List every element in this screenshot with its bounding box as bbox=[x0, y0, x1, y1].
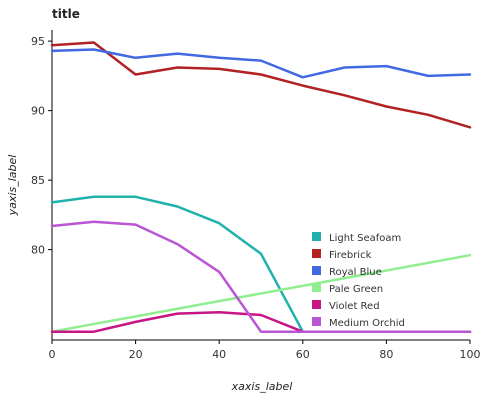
series-line-violet-red bbox=[50, 310, 472, 333]
x-tick-label: 100 bbox=[460, 348, 481, 361]
legend-swatch-violet-red bbox=[312, 300, 321, 309]
legend-label-pale-green: Pale Green bbox=[329, 284, 383, 295]
series-line-pale-green bbox=[50, 253, 472, 333]
x-tick-label: 20 bbox=[129, 348, 143, 361]
legend-label-violet-red: Violet Red bbox=[329, 301, 380, 312]
legend: Light Seafoam Firebrick Royal Blue Pale Gre… bbox=[312, 232, 405, 329]
y-tick-label: 95 bbox=[31, 35, 45, 48]
y-tick-label: 90 bbox=[31, 105, 45, 118]
axes: 80 85 90 95 0 20 40 60 80 100 bbox=[31, 30, 481, 361]
legend-swatch-light-seafoam bbox=[312, 232, 321, 241]
y-tick-label: 85 bbox=[31, 174, 45, 187]
series-line-light-seafoam bbox=[50, 195, 472, 333]
legend-swatch-firebrick bbox=[312, 249, 321, 258]
y-tick-label: 80 bbox=[31, 244, 45, 257]
x-tick-label: 80 bbox=[379, 348, 393, 361]
legend-label-medium-orchid: Medium Orchid bbox=[329, 318, 405, 329]
legend-swatch-pale-green bbox=[312, 283, 321, 292]
x-tick-label: 0 bbox=[49, 348, 56, 361]
legend-swatch-medium-orchid bbox=[312, 317, 321, 326]
series-line-firebrick bbox=[50, 41, 472, 129]
series-line-royal-blue bbox=[50, 48, 472, 79]
legend-swatch-royal-blue bbox=[312, 266, 321, 275]
chart-title: title bbox=[52, 7, 80, 21]
x-tick-label: 60 bbox=[296, 348, 310, 361]
series-layer bbox=[50, 41, 472, 333]
y-axis-title: yaxis_label bbox=[6, 155, 19, 217]
legend-label-light-seafoam: Light Seafoam bbox=[329, 233, 401, 244]
x-axis-title: xaxis_label bbox=[231, 380, 293, 393]
legend-label-firebrick: Firebrick bbox=[329, 250, 372, 261]
series-line-medium-orchid bbox=[50, 220, 472, 333]
x-tick-label: 40 bbox=[212, 348, 226, 361]
legend-label-royal-blue: Royal Blue bbox=[329, 267, 382, 278]
